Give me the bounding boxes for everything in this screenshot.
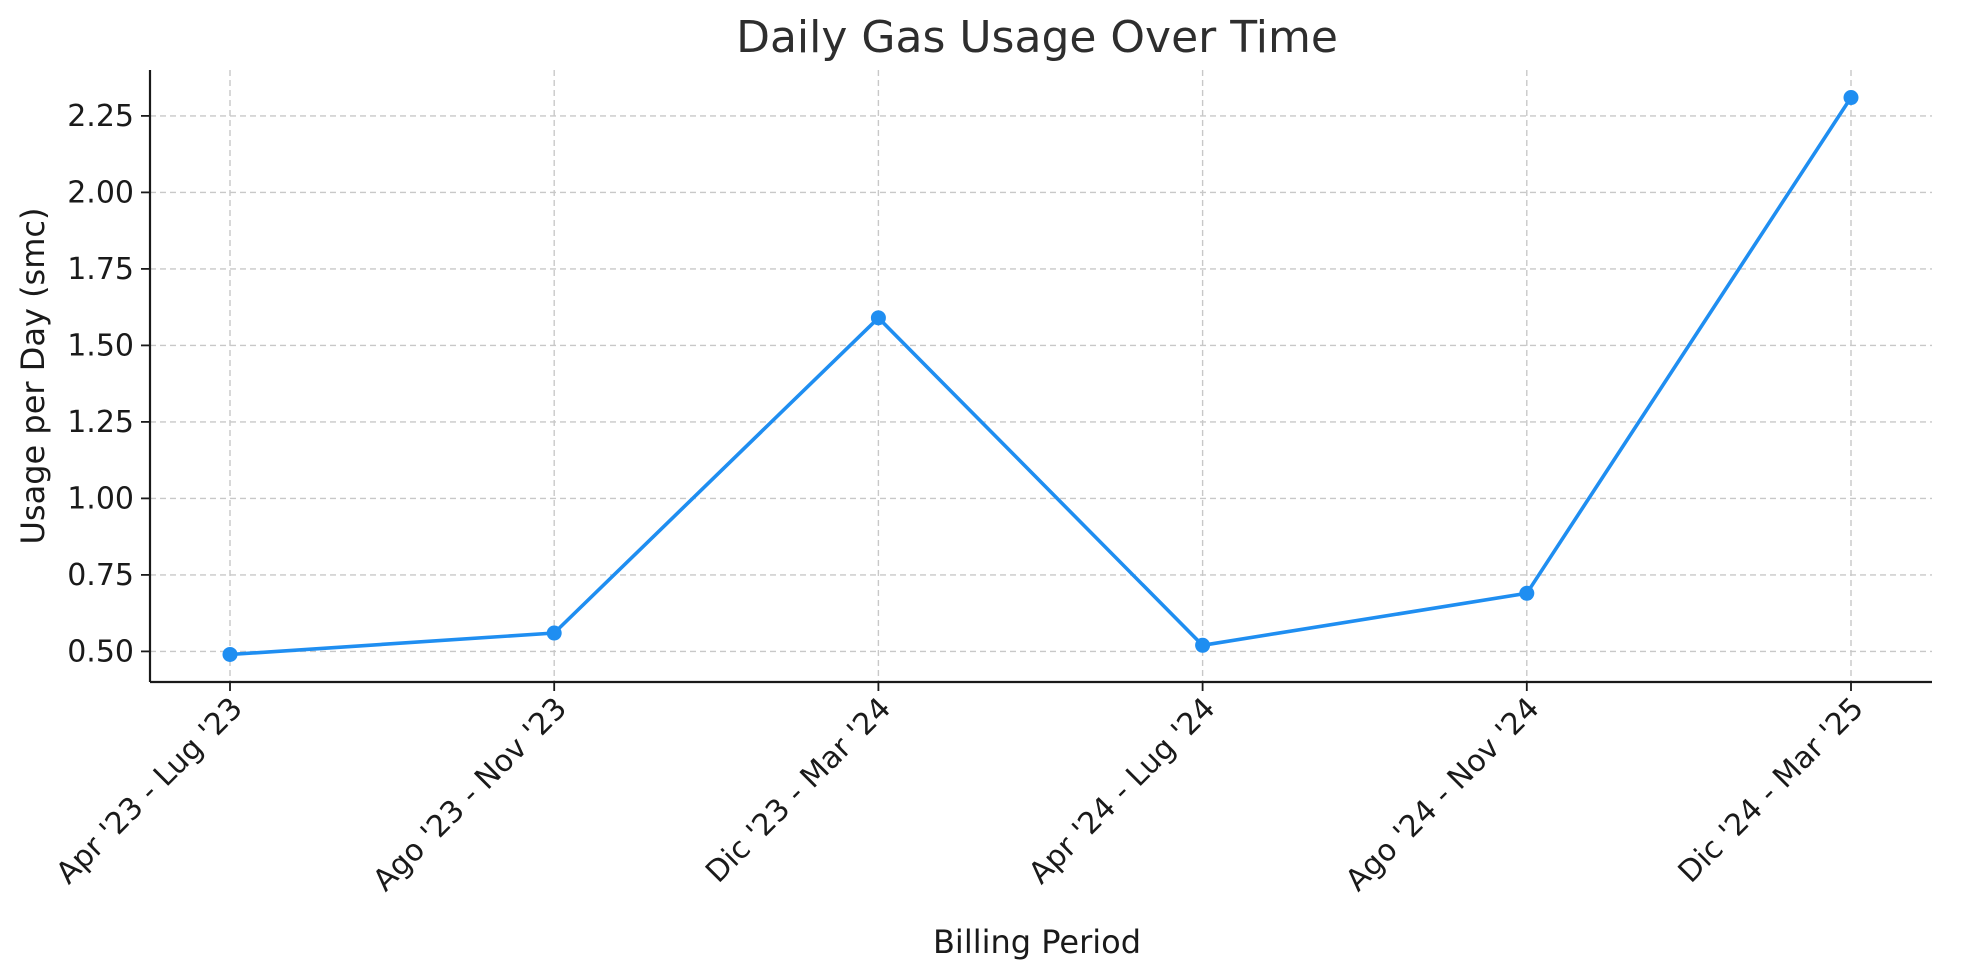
y-tick-label: 1.00 [67,481,134,516]
data-point [1195,637,1211,653]
y-axis-title: Usage per Day (smc) [14,208,52,545]
x-tick-label: Apr '23 - Lug '23 [50,691,250,891]
x-axis-title: Billing Period [933,923,1141,961]
axes [148,70,1932,684]
x-tick-label: Dic '24 - Mar '25 [1672,691,1871,890]
x-tick-label: Dic '23 - Mar '24 [699,691,898,890]
data-point [1519,585,1535,601]
x-tick-label: Ago '23 - Nov '23 [366,691,573,898]
series-line [229,96,1853,657]
grid [150,70,1932,682]
series [222,90,1859,662]
y-tick-label: 1.50 [67,328,134,363]
y-tick-label: 1.75 [67,252,134,287]
data-point [546,625,562,641]
x-tick-label: Ago '24 - Nov '24 [1339,691,1546,898]
x-axis-ticks: Apr '23 - Lug '23 Ago '23 - Nov '23 Dic '2… [50,682,1871,898]
chart-title: Daily Gas Usage Over Time [736,12,1338,63]
y-tick-label: 0.50 [67,634,134,669]
data-point [870,310,886,326]
y-tick-label: 2.25 [67,99,134,134]
x-tick-label: Apr '24 - Lug '24 [1022,691,1222,891]
y-axis-ticks: 0.50 0.75 1.00 1.25 1.50 1.75 2.00 2.25 [67,99,150,669]
data-point [222,646,238,662]
y-tick-label: 0.75 [67,558,134,593]
data-point [1843,90,1859,106]
y-tick-label: 1.25 [67,405,134,440]
y-tick-label: 2.00 [67,175,134,210]
